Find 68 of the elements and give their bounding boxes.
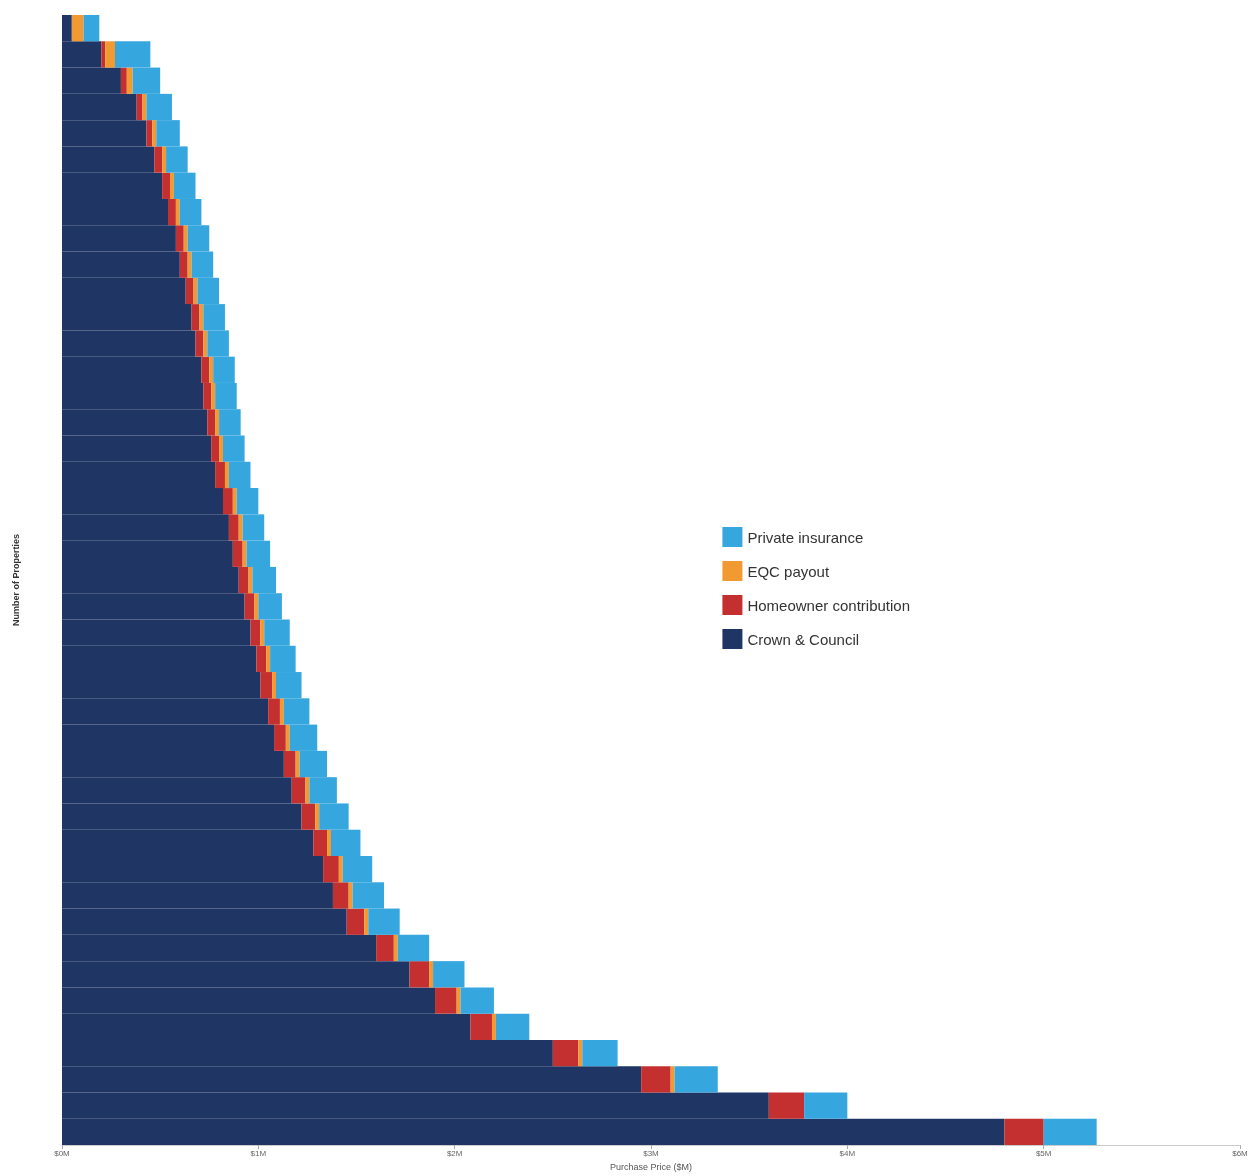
bar	[376, 934, 394, 962]
y-axis-title: Number of Properties	[10, 534, 21, 627]
legend-label: Private insurance	[747, 528, 864, 546]
bar	[364, 908, 369, 935]
bar	[183, 225, 188, 252]
bar	[435, 987, 457, 1014]
bar	[254, 593, 259, 620]
bar	[456, 987, 461, 1014]
bar	[393, 934, 398, 962]
bar	[768, 1092, 805, 1119]
bar	[219, 435, 223, 462]
bar	[279, 698, 284, 725]
bar	[582, 1039, 618, 1067]
x-tick-label: $6M	[1232, 1148, 1249, 1158]
bar	[215, 409, 220, 436]
bar	[120, 67, 127, 94]
bar	[266, 645, 271, 673]
x-tick-label: $3M	[643, 1148, 660, 1158]
x-axis-title: Purchase Price ($M)	[609, 1161, 693, 1172]
bar	[674, 1066, 718, 1093]
bar	[260, 619, 265, 646]
bar	[146, 120, 153, 147]
bar	[348, 882, 353, 909]
bar	[552, 1039, 579, 1067]
bar	[315, 803, 320, 830]
x-tick-label: $0M	[54, 1148, 71, 1158]
bar	[175, 198, 180, 226]
bar	[409, 961, 430, 988]
bar	[101, 41, 106, 68]
bar	[152, 120, 157, 147]
bar	[187, 251, 192, 278]
bar	[578, 1039, 583, 1067]
bar	[162, 146, 167, 173]
bar	[238, 514, 243, 541]
bar	[495, 1013, 530, 1040]
bar	[295, 750, 300, 778]
bar	[83, 15, 100, 42]
bar	[126, 67, 133, 94]
bar	[1043, 1118, 1097, 1146]
x-tick-label: $5M	[1035, 1148, 1052, 1158]
bar	[804, 1092, 848, 1119]
bar	[470, 1013, 492, 1040]
legend-label: Crown & Council	[747, 630, 860, 648]
bar	[203, 330, 208, 357]
bar	[670, 1066, 675, 1093]
bar	[641, 1066, 671, 1093]
legend-label: Homeowner contribution	[747, 596, 911, 614]
bar	[169, 172, 174, 199]
bar	[71, 15, 84, 42]
bar	[272, 672, 276, 699]
legend-label: EQC payout	[747, 562, 830, 580]
bar	[429, 961, 434, 988]
bar	[199, 304, 204, 331]
bar	[154, 146, 163, 173]
x-tick-label: $1M	[250, 1148, 267, 1158]
bar	[285, 724, 290, 751]
bar	[305, 777, 310, 804]
x-tick-label: $4M	[839, 1148, 856, 1158]
bar	[242, 540, 247, 567]
bar	[338, 856, 343, 883]
x-tick-label: $2M	[446, 1148, 463, 1158]
bar	[224, 461, 229, 489]
bar	[105, 41, 116, 68]
bar	[491, 1013, 496, 1040]
bar	[1004, 1118, 1044, 1146]
bar	[142, 93, 147, 121]
bar	[327, 829, 331, 856]
bar	[232, 488, 237, 515]
